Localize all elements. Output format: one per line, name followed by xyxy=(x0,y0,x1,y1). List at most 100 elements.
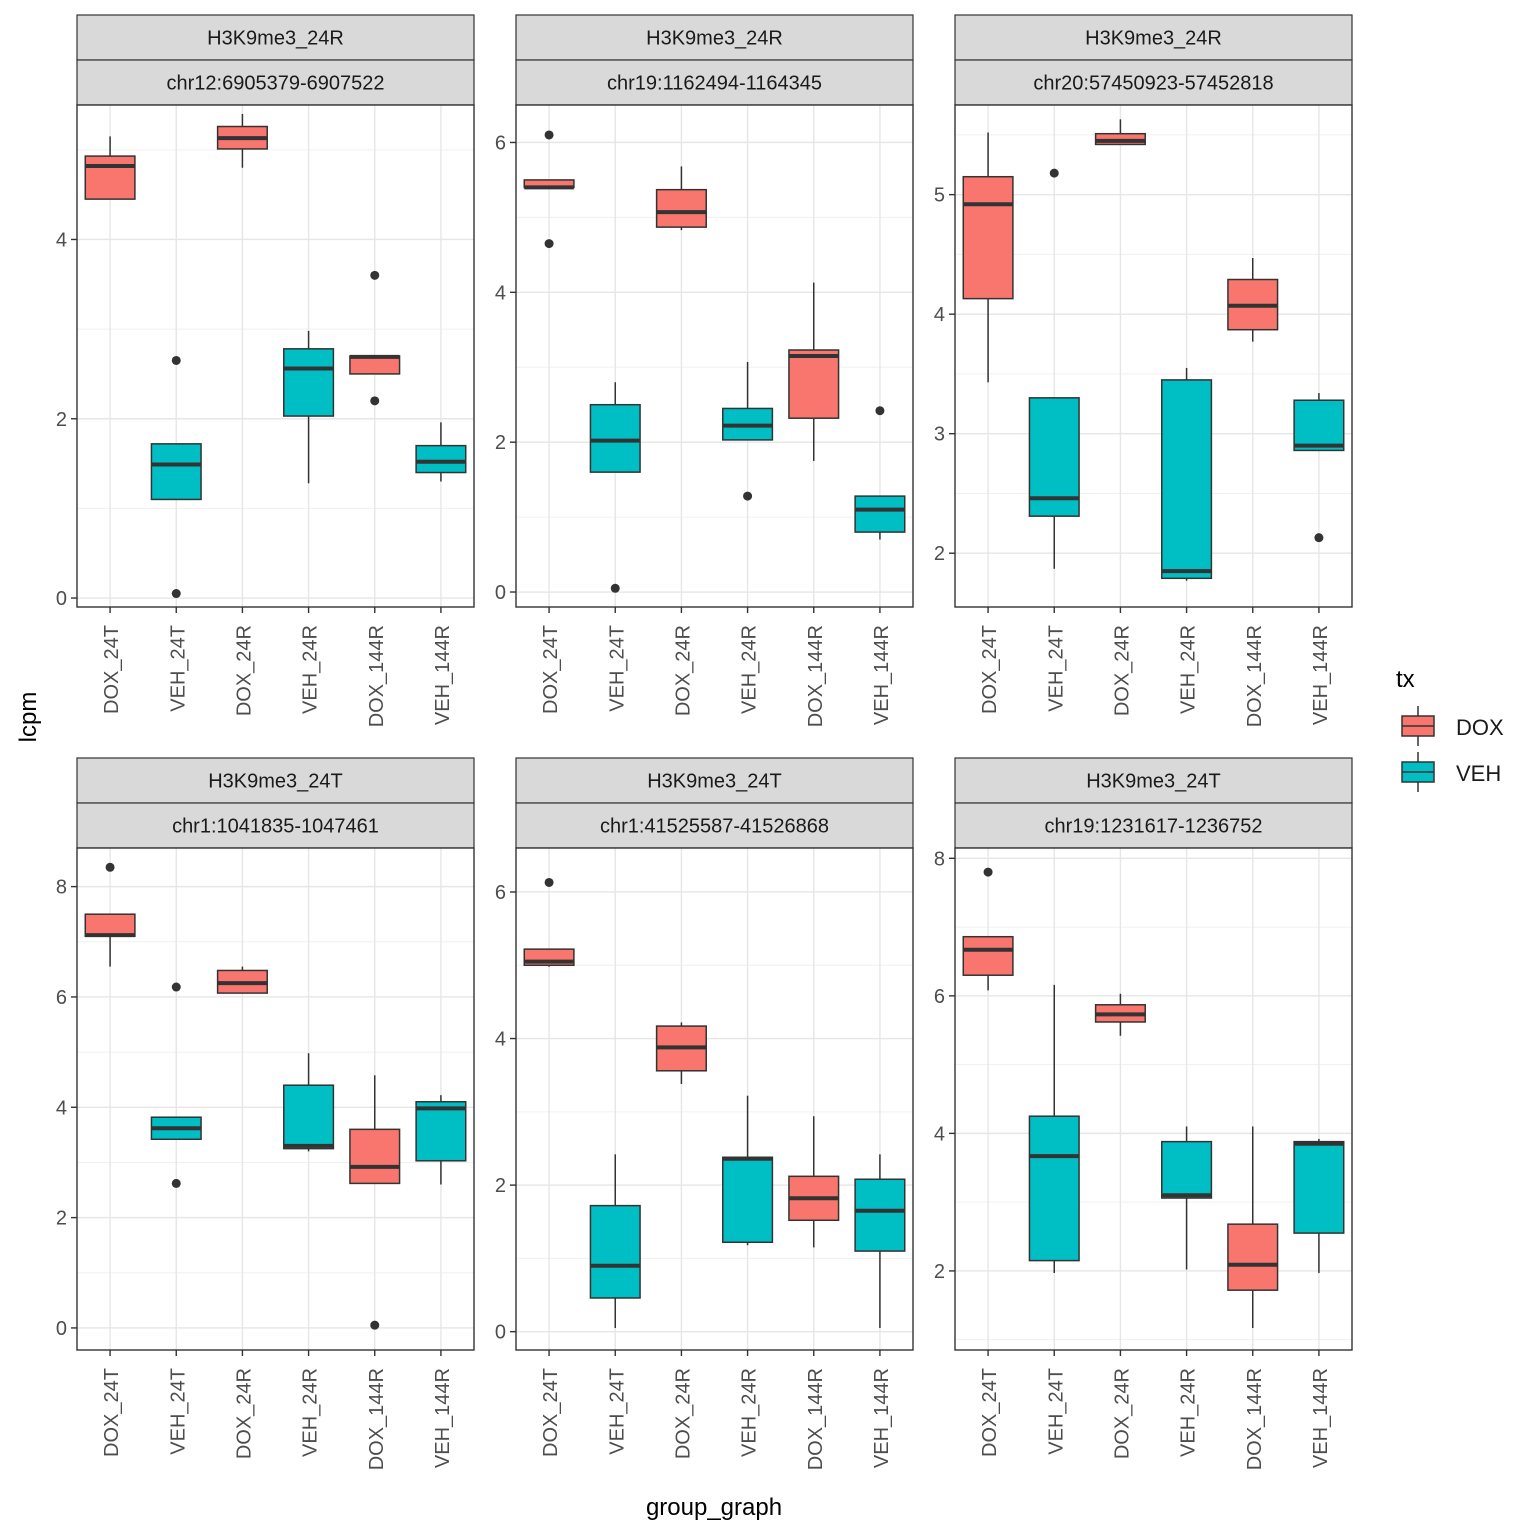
x-tick-label: DOX_24R xyxy=(672,1368,694,1459)
legend-title: tx xyxy=(1396,666,1415,693)
outlier-point xyxy=(370,270,380,280)
outlier-point xyxy=(171,1178,181,1188)
strip-bottom-box xyxy=(76,59,475,106)
y-tick-label: 6 xyxy=(495,132,506,154)
box-DOX_24T xyxy=(523,877,575,967)
box-DOX_24T xyxy=(523,130,575,249)
box-DOX_144R xyxy=(349,1075,401,1330)
outlier-point xyxy=(743,491,753,501)
box-iqr xyxy=(150,443,202,501)
y-tick-label: 5 xyxy=(934,185,945,207)
facet-panel-6: H3K9me3_24T chr19:1231617-1236752 2 4 6 8 DOX_… xyxy=(934,757,1353,1470)
x-tick-label: VEH_24R xyxy=(1178,1368,1200,1457)
strip-top-box xyxy=(76,14,475,61)
strip-bottom-label: chr1:1041835-1047461 xyxy=(172,816,379,838)
y-tick-label: 2 xyxy=(495,432,506,454)
box-iqr xyxy=(84,155,136,200)
panel-border xyxy=(954,104,1353,608)
box-DOX_24R xyxy=(1094,119,1146,146)
strip-bottom-label: chr1:41525587-41526868 xyxy=(600,816,829,838)
y-tick-label: 2 xyxy=(934,1261,945,1283)
box-VEH_24T xyxy=(589,1154,641,1329)
legend-label-dox: DOX xyxy=(1456,715,1504,740)
box-iqr xyxy=(349,1128,401,1185)
y-tick-label: 4 xyxy=(495,1029,506,1051)
box-iqr xyxy=(1293,399,1345,452)
plot-area xyxy=(955,105,1352,607)
legend-key-dox: DOX xyxy=(1401,706,1504,746)
strip-bottom-label: chr20:57450923-57452818 xyxy=(1033,73,1273,95)
plot-area xyxy=(77,848,474,1350)
strip-bottom-label: chr19:1231617-1236752 xyxy=(1045,816,1263,838)
outlier-point xyxy=(171,982,181,992)
facet-panel-2: H3K9me3_24R chr19:1162494-1164345 0 2 4 6 DOX_… xyxy=(495,14,914,727)
box-VEH_24R xyxy=(283,1053,335,1152)
box-iqr xyxy=(655,188,707,228)
box-DOX_144R xyxy=(788,1116,840,1248)
x-tick-label: DOX_24T xyxy=(979,625,1001,714)
box-VEH_24R xyxy=(1161,1126,1213,1270)
box-iqr xyxy=(415,444,467,474)
x-tick-label: DOX_24T xyxy=(979,1368,1001,1457)
outlier-point xyxy=(1314,533,1324,543)
y-tick-label: 0 xyxy=(56,588,67,610)
x-tick-label: VEH_24T xyxy=(1045,1368,1067,1455)
panel-border xyxy=(76,847,475,1351)
outlier-point xyxy=(1049,168,1059,178)
box-DOX_24R xyxy=(216,113,268,168)
strip-bottom-box xyxy=(76,802,475,849)
x-tick-label: VEH_144R xyxy=(871,625,893,725)
plot-area xyxy=(516,848,913,1350)
outlier-point xyxy=(171,589,181,599)
x-tick-label: DOX_144R xyxy=(1244,1368,1266,1470)
outlier-point xyxy=(610,583,620,593)
strip-bottom-label: chr19:1162494-1164345 xyxy=(607,73,822,95)
box-DOX_24R xyxy=(655,166,707,231)
x-tick-label: VEH_144R xyxy=(432,1368,454,1468)
strip-bottom-box xyxy=(954,802,1353,849)
panel-border xyxy=(515,847,914,1351)
strip-top-box xyxy=(515,14,914,61)
strip-top-label: H3K9me3_24T xyxy=(647,771,782,793)
x-tick-label: DOX_144R xyxy=(805,625,827,727)
y-tick-label: 4 xyxy=(56,229,67,251)
outlier-point xyxy=(544,877,554,887)
box-VEH_144R xyxy=(415,422,467,482)
y-tick-label: 0 xyxy=(495,1322,506,1344)
outlier-point xyxy=(983,867,993,877)
box-DOX_24T xyxy=(962,867,1014,991)
box-DOX_24T xyxy=(962,132,1014,383)
box-VEH_144R xyxy=(415,1095,467,1185)
legend-key-veh: VEH xyxy=(1401,752,1501,792)
box-DOX_24T xyxy=(84,862,136,967)
x-tick-label: VEH_24R xyxy=(300,1368,322,1457)
x-tick-label: VEH_24T xyxy=(606,1368,628,1455)
x-tick-label: VEH_24R xyxy=(300,625,322,714)
y-tick-label: 4 xyxy=(56,1097,67,1119)
x-tick-label: VEH_144R xyxy=(1310,1368,1332,1468)
facet-panel-4: H3K9me3_24T chr1:1041835-1047461 0 2 4 6 8 DOX_… xyxy=(56,757,475,1470)
y-tick-label: 2 xyxy=(934,543,945,565)
box-VEH_144R xyxy=(854,1154,906,1329)
box-iqr xyxy=(788,349,840,419)
x-tick-label: DOX_24T xyxy=(101,625,123,714)
y-tick-label: 6 xyxy=(495,882,506,904)
x-tick-label: DOX_24R xyxy=(233,1368,255,1459)
facet-panel-3: H3K9me3_24R chr20:57450923-57452818 2 3 4 5 DO… xyxy=(934,14,1353,727)
box-VEH_144R xyxy=(1293,1138,1345,1273)
legend: tx DOX VEH xyxy=(1396,666,1504,792)
box-iqr xyxy=(589,403,641,473)
x-tick-label: DOX_144R xyxy=(366,625,388,727)
box-iqr xyxy=(962,935,1014,976)
box-iqr xyxy=(854,1178,906,1252)
x-tick-label: DOX_24R xyxy=(1111,625,1133,716)
box-DOX_144R xyxy=(349,270,401,406)
box-DOX_144R xyxy=(1227,257,1279,342)
x-tick-label: VEH_24T xyxy=(167,1368,189,1455)
x-tick-label: VEH_144R xyxy=(871,1368,893,1468)
y-tick-label: 2 xyxy=(495,1175,506,1197)
strip-top-label: H3K9me3_24R xyxy=(646,28,783,50)
strip-bottom-box xyxy=(515,59,914,106)
facet-panel-1: H3K9me3_24R chr12:6905379-6907522 0 2 4 DOX_2… xyxy=(56,14,475,727)
